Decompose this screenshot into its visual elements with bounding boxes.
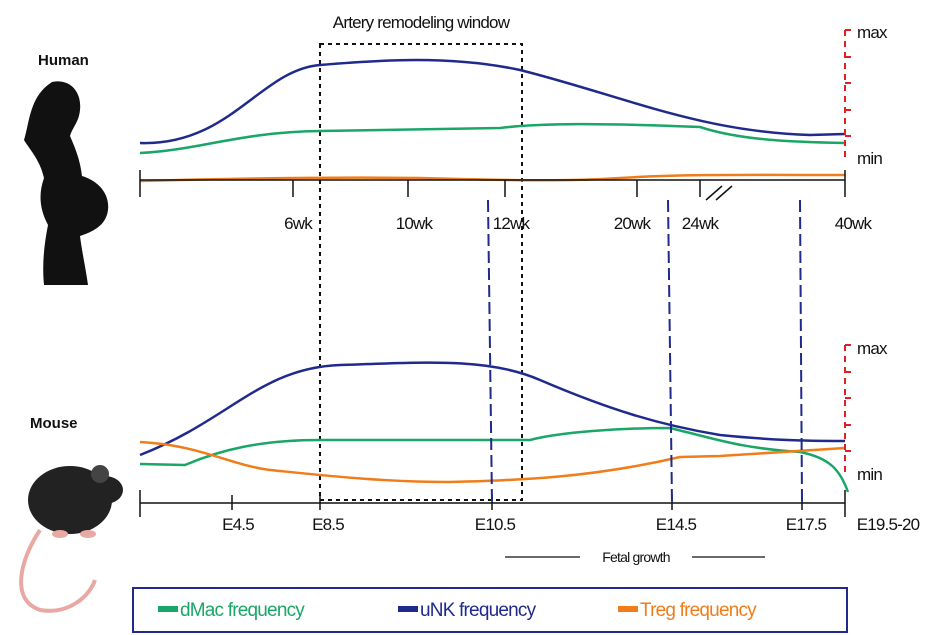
human-max: max <box>857 23 888 42</box>
legend-text: uNK frequency <box>420 600 537 621</box>
legend-box <box>132 587 848 633</box>
link-line <box>667 199 673 504</box>
mouse-axis <box>139 490 846 517</box>
tick-label: E14.5 <box>656 515 697 534</box>
link-line <box>487 199 493 504</box>
treg-curve <box>139 440 846 484</box>
tick-label: 12wk <box>493 214 531 233</box>
tick-label: E4.5 <box>222 515 254 534</box>
tick-label: E19.5-20 <box>857 515 920 534</box>
human-axis <box>139 170 846 197</box>
tick-label: 24wk <box>682 214 720 233</box>
legend-swatch <box>158 606 178 612</box>
tick-label: 6wk <box>284 214 313 233</box>
dmac-curve <box>139 122 846 155</box>
tick-label: E17.5 <box>786 515 827 534</box>
scale-bar <box>844 344 853 475</box>
scale-bar <box>844 29 853 160</box>
mouse-label: Mouse <box>30 415 78 432</box>
link-line <box>799 199 803 504</box>
fetal-growth: Fetal growth <box>602 549 669 565</box>
unk-curve <box>139 58 846 145</box>
tick-label: 10wk <box>396 214 434 233</box>
window-label: Artery remodeling window <box>333 13 511 32</box>
dmac-curve <box>139 426 850 493</box>
human-min: min <box>857 149 882 168</box>
mouse-silhouette <box>19 465 123 613</box>
woman-silhouette <box>24 81 109 285</box>
tick-label: 20wk <box>614 214 652 233</box>
mouse-max: max <box>857 339 888 358</box>
unk-curve <box>139 361 846 457</box>
window-box <box>319 43 523 501</box>
legend-text: Treg frequency <box>640 600 757 621</box>
tick-label: E8.5 <box>312 515 344 534</box>
axis-break <box>705 185 733 201</box>
legend-swatch <box>618 606 638 612</box>
human-label: Human <box>38 52 89 69</box>
tick-label: 40wk <box>835 214 873 233</box>
tick-label: E10.5 <box>475 515 516 534</box>
legend-swatch <box>398 606 418 612</box>
legend-text: dMac frequency <box>180 600 305 621</box>
mouse-min: min <box>857 465 882 484</box>
